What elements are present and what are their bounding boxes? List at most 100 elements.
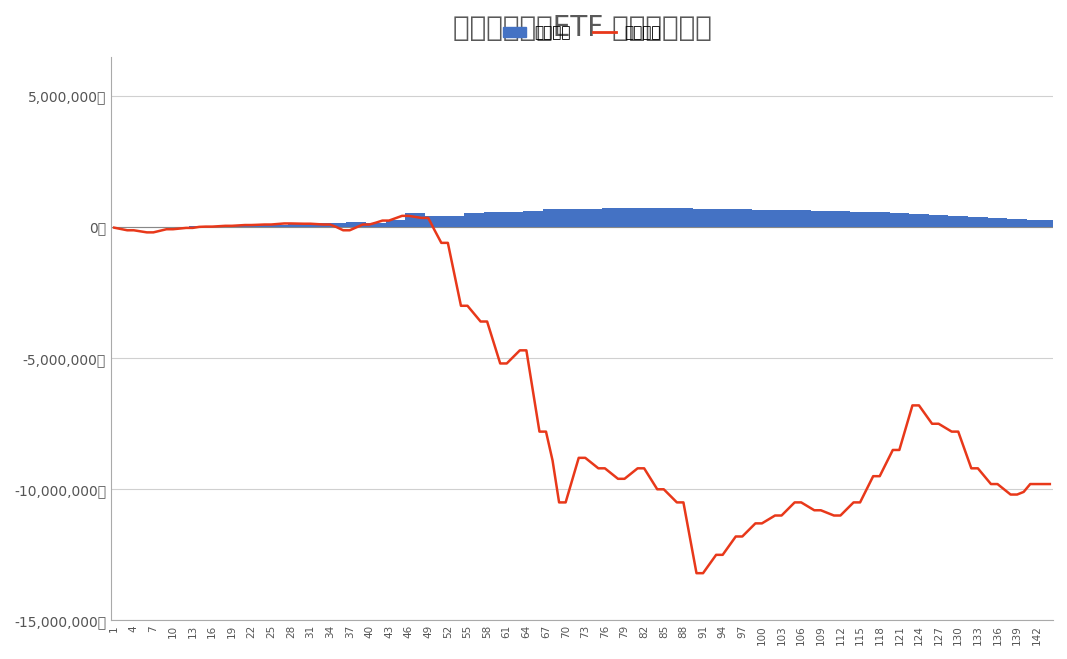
Bar <box>687 208 694 227</box>
Bar <box>491 212 497 227</box>
Bar <box>726 209 732 227</box>
Bar <box>713 209 719 227</box>
Bar <box>477 213 483 227</box>
Bar <box>483 212 491 227</box>
Bar <box>523 211 529 227</box>
Bar <box>785 210 792 227</box>
Bar <box>765 210 771 227</box>
Bar <box>562 209 569 227</box>
Bar <box>824 211 830 227</box>
Bar <box>660 208 667 227</box>
Bar <box>876 212 883 227</box>
Bar <box>327 223 333 227</box>
Bar <box>216 226 222 227</box>
Bar <box>497 212 504 227</box>
Bar <box>268 225 274 227</box>
Bar <box>569 209 575 227</box>
Bar <box>543 210 550 227</box>
Bar <box>1047 220 1053 227</box>
Bar <box>458 216 464 227</box>
Bar <box>654 208 660 227</box>
Bar <box>314 223 320 227</box>
Bar <box>883 212 890 227</box>
Bar <box>635 208 641 227</box>
Bar <box>412 213 418 227</box>
Legend: 実現損益, 評価損益: 実現損益, 評価損益 <box>497 19 667 47</box>
Bar <box>589 209 595 227</box>
Bar <box>235 225 242 227</box>
Bar <box>510 212 516 227</box>
Bar <box>1014 219 1020 227</box>
Bar <box>1026 220 1034 227</box>
Bar <box>667 208 673 227</box>
Bar <box>1001 218 1007 227</box>
Bar <box>857 212 863 227</box>
Bar <box>719 209 726 227</box>
Bar <box>301 224 307 227</box>
Bar <box>222 226 228 227</box>
Bar <box>1020 219 1026 227</box>
Title: トライオートETF 週別運用実績: トライオートETF 週別運用実績 <box>452 14 712 42</box>
Bar <box>988 218 994 227</box>
Bar <box>320 223 327 227</box>
Bar <box>274 225 281 227</box>
Bar <box>811 211 817 227</box>
Bar <box>439 216 445 227</box>
Bar <box>393 220 399 227</box>
Bar <box>385 220 393 227</box>
Bar <box>556 210 562 227</box>
Bar <box>261 225 268 227</box>
Bar <box>1007 219 1014 227</box>
Bar <box>922 214 928 227</box>
Bar <box>936 215 942 227</box>
Bar <box>955 216 961 227</box>
Bar <box>209 226 216 227</box>
Bar <box>228 225 235 227</box>
Bar <box>982 217 988 227</box>
Bar <box>909 214 915 227</box>
Bar <box>817 211 824 227</box>
Bar <box>399 220 405 227</box>
Bar <box>537 211 543 227</box>
Bar <box>968 217 974 227</box>
Bar <box>1034 220 1040 227</box>
Bar <box>287 224 294 227</box>
Bar <box>863 212 870 227</box>
Bar <box>928 215 936 227</box>
Bar <box>451 216 458 227</box>
Bar <box>792 210 798 227</box>
Bar <box>405 213 412 227</box>
Bar <box>694 210 700 227</box>
Bar <box>994 218 1001 227</box>
Bar <box>550 210 556 227</box>
Bar <box>641 208 648 227</box>
Bar <box>838 211 844 227</box>
Bar <box>608 208 615 227</box>
Bar <box>974 217 982 227</box>
Bar <box>648 208 654 227</box>
Bar <box>771 210 778 227</box>
Bar <box>504 212 510 227</box>
Bar <box>464 213 471 227</box>
Bar <box>739 208 746 227</box>
Bar <box>255 225 261 227</box>
Bar <box>529 211 537 227</box>
Bar <box>890 214 896 227</box>
Bar <box>425 216 431 227</box>
Bar <box>942 215 949 227</box>
Bar <box>340 223 347 227</box>
Bar <box>575 209 582 227</box>
Bar <box>366 223 372 227</box>
Bar <box>294 224 301 227</box>
Bar <box>249 225 255 227</box>
Bar <box>372 223 379 227</box>
Bar <box>844 211 850 227</box>
Bar <box>379 223 385 227</box>
Bar <box>830 211 838 227</box>
Bar <box>778 210 785 227</box>
Bar <box>621 208 627 227</box>
Bar <box>333 223 340 227</box>
Bar <box>700 210 706 227</box>
Bar <box>615 208 621 227</box>
Bar <box>752 210 759 227</box>
